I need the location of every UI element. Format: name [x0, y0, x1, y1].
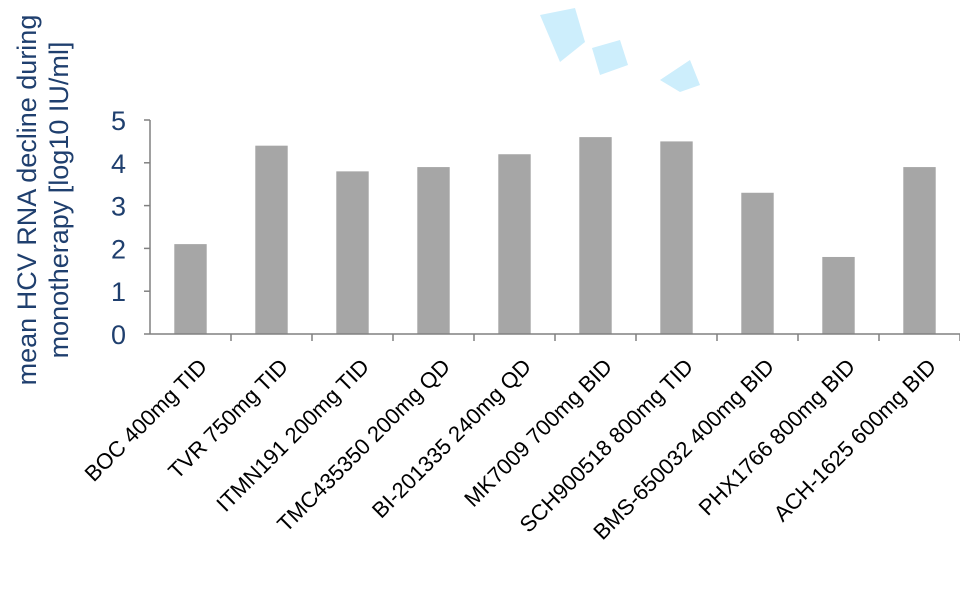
- watermark: [540, 8, 700, 92]
- y-tick-label: 4: [111, 149, 126, 179]
- bar: [660, 141, 693, 334]
- bar: [903, 167, 936, 334]
- bar: [336, 171, 369, 334]
- y-axis-label: mean HCV RNA decline during monotherapy …: [12, 15, 74, 386]
- bars: [174, 137, 936, 334]
- y-tick-label: 0: [111, 320, 126, 350]
- bar: [741, 192, 774, 334]
- x-tick-label: MK7009 700mg BID: [459, 354, 617, 512]
- bar: [822, 256, 855, 334]
- bar: [255, 145, 288, 334]
- y-axis-ticks: 0 1 2 3 4 5: [111, 106, 126, 350]
- x-tick-label: ITMN191 200mg TID: [211, 354, 374, 517]
- x-tick-label: BI-201335 240mg QD: [367, 354, 536, 523]
- axes: [144, 119, 960, 341]
- bar: [417, 167, 450, 334]
- y-tick-label: 2: [111, 234, 126, 264]
- bar: [498, 154, 531, 334]
- x-tick-label: PHX1766 800mg BID: [694, 354, 860, 520]
- bar: [579, 137, 612, 334]
- x-tick-label: ACH-1625 600mg BID: [769, 354, 941, 526]
- y-axis-label-line-2: monotherapy [log10 IU/ml]: [44, 42, 74, 359]
- y-tick-label: 5: [111, 106, 126, 136]
- y-axis-label-line-1: mean HCV RNA decline during: [12, 15, 42, 386]
- y-tick-label: 3: [111, 192, 126, 222]
- bar: [174, 244, 207, 334]
- y-tick-label: 1: [111, 277, 126, 307]
